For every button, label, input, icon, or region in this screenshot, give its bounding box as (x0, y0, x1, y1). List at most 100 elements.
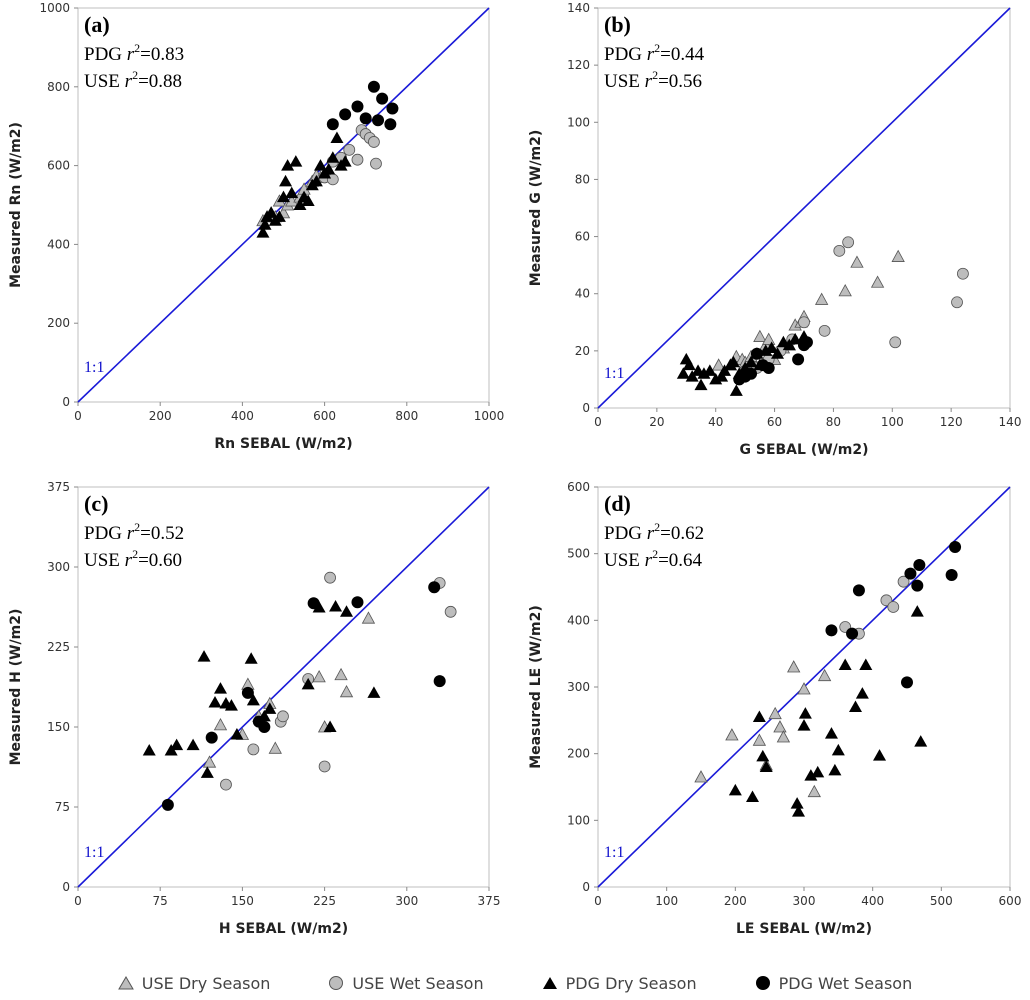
point-pdg-dry (285, 186, 299, 199)
x-tick-label: 120 (940, 415, 963, 429)
y-tick-label: 600 (567, 480, 590, 494)
panel-b: 0 20 40 60 80 100 120 140 0 20 40 60 80 100 120 140 G SE… (528, 1, 1021, 458)
y-tick-label: 0 (62, 395, 70, 409)
legend-label: PDG Wet Season (778, 973, 913, 993)
triangle-black-icon (542, 977, 557, 989)
point-pdg-wet (351, 596, 364, 609)
point-pdg-dry (828, 763, 842, 776)
point-pdg-dry (859, 658, 873, 670)
y-tick-label: 225 (47, 640, 70, 654)
circle-black-icon (755, 976, 770, 990)
point-use-wet (842, 236, 855, 249)
point-pdg-dry (224, 699, 238, 711)
point-use-dry (817, 668, 832, 682)
point-use-wet (889, 336, 902, 349)
point-use-dry (268, 741, 282, 754)
x-tick-label: 40 (708, 415, 723, 429)
x-tick-label: 60 (767, 415, 782, 429)
point-pdg-dry (756, 749, 770, 762)
x-tick-label: 1000 (474, 409, 505, 423)
x-tick-label: 140 (999, 415, 1022, 429)
point-pdg-wet (367, 80, 380, 93)
point-use-dry (773, 720, 787, 733)
point-use-wet (247, 743, 260, 756)
point-use-dry (797, 682, 811, 695)
triangle-open-gray-icon (117, 976, 134, 990)
point-pdg-dry (326, 151, 340, 163)
legend-label: USE Dry Season (141, 973, 271, 993)
x-axis-label: LE SEBAL (W/m2) (736, 921, 872, 937)
point-pdg-dry (849, 700, 862, 712)
point-pdg-wet (433, 675, 446, 688)
x-axis-label: H SEBAL (W/m2) (219, 921, 348, 937)
point-pdg-dry (752, 710, 766, 722)
point-use-dry (339, 684, 354, 698)
y-axis-label: Measured Rn (W/m2) (8, 122, 24, 288)
x-tick-label: 20 (649, 415, 664, 429)
point-pdg-dry (746, 790, 759, 802)
y-tick-label: 400 (47, 237, 70, 251)
point-pdg-dry (765, 341, 779, 353)
y-tick-label: 300 (47, 560, 70, 574)
y-axis-label: Measured LE (W/m2) (528, 605, 544, 769)
point-pdg-dry (244, 652, 258, 664)
point-use-dry (787, 660, 801, 673)
point-pdg-dry (301, 194, 315, 207)
point-pdg-wet (386, 102, 399, 115)
point-pdg-dry (340, 605, 354, 617)
y-tick-label: 20 (575, 344, 590, 358)
point-pdg-wet (945, 569, 958, 581)
y-tick-label: 600 (47, 159, 70, 173)
point-use-dry (213, 718, 228, 731)
point-pdg-dry (256, 226, 270, 238)
point-pdg-dry (208, 695, 222, 708)
point-pdg-wet (241, 686, 254, 699)
point-pdg-wet (326, 118, 339, 131)
point-pdg-wet (258, 721, 271, 733)
point-pdg-dry (246, 693, 260, 706)
y-tick-label: 0 (582, 880, 590, 894)
point-pdg-dry (277, 190, 290, 203)
point-pdg-wet (359, 112, 372, 125)
y-tick-label: 100 (567, 813, 590, 827)
point-pdg-dry (873, 749, 887, 761)
x-tick-label: 400 (231, 409, 254, 423)
point-use-wet (220, 778, 232, 791)
y-tick-label: 0 (582, 401, 590, 415)
y-tick-label: 80 (575, 172, 590, 186)
point-use-dry (711, 358, 726, 371)
y-tick-label: 0 (62, 880, 70, 894)
point-use-dry (768, 706, 782, 720)
point-pdg-dry (726, 355, 740, 368)
plot-area (77, 486, 490, 888)
point-pdg-wet (428, 581, 441, 594)
point-pdg-dry (301, 677, 315, 690)
point-use-wet (351, 153, 364, 166)
plot-area (597, 7, 1011, 409)
legend-item-use-dry: USE Dry Season (117, 973, 271, 993)
point-use-dry (807, 784, 821, 798)
point-pdg-dry (855, 687, 869, 699)
point-pdg-dry (200, 766, 214, 778)
point-pdg-dry (279, 174, 293, 187)
circle-open-gray-icon (329, 976, 344, 990)
point-use-wet (887, 601, 900, 613)
x-axis-label: G SEBAL (W/m2) (740, 442, 869, 458)
point-use-dry (814, 292, 829, 305)
point-use-wet (343, 143, 356, 156)
point-pdg-wet (852, 584, 865, 597)
point-pdg-dry (771, 347, 785, 359)
y-tick-label: 375 (47, 480, 70, 494)
point-use-wet (444, 605, 457, 618)
x-tick-label: 150 (231, 894, 254, 908)
x-tick-label: 400 (861, 894, 884, 908)
r2-annotation: PDG r2=0.83 (84, 41, 184, 65)
point-pdg-wet (846, 627, 859, 640)
point-pdg-wet (205, 731, 218, 744)
point-use-dry (361, 611, 376, 624)
legend-item-pdg-wet: PDG Wet Season (755, 973, 913, 993)
y-tick-label: 500 (567, 547, 590, 561)
point-use-wet (833, 244, 846, 257)
point-use-dry (850, 255, 864, 268)
point-pdg-dry (798, 707, 812, 719)
